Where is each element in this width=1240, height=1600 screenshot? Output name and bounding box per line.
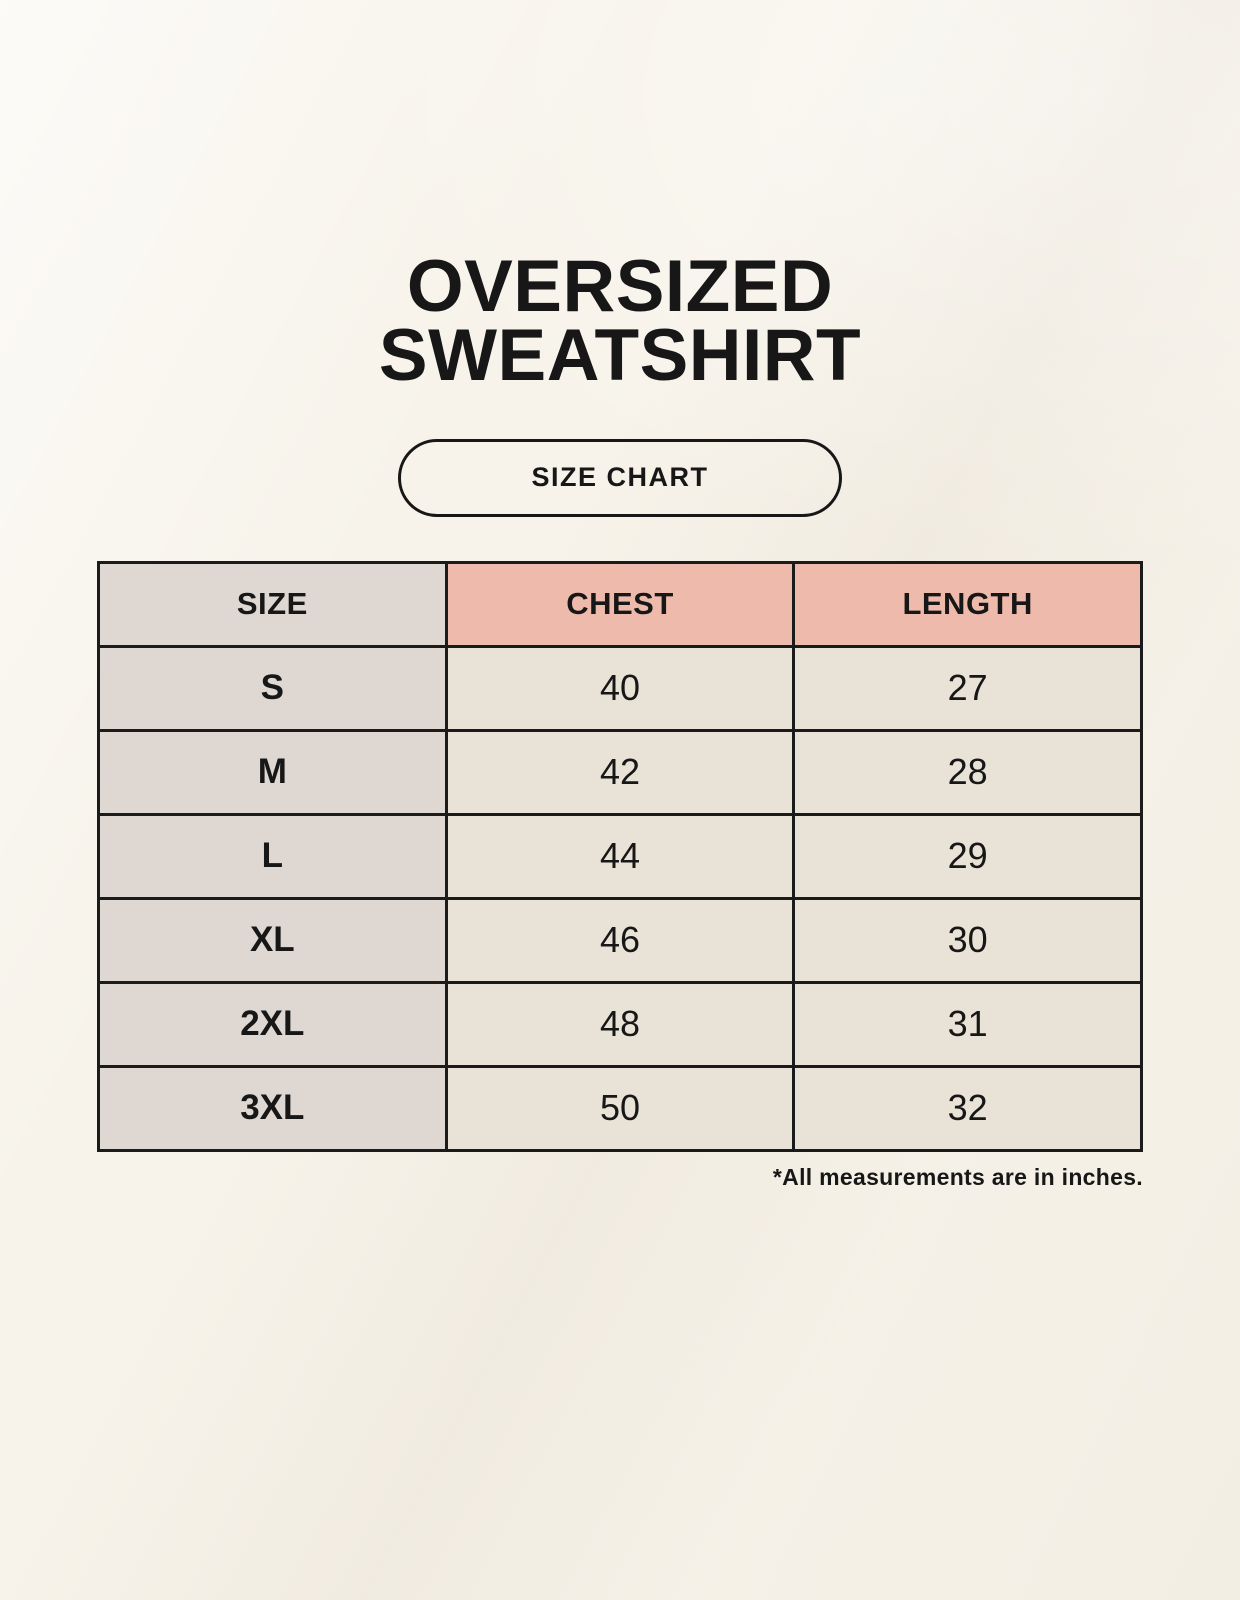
size-chart-badge[interactable]: SIZE CHART (398, 438, 842, 517)
table-row: M 42 28 (97, 728, 1143, 816)
table-row: XL 46 30 (97, 896, 1143, 984)
table-row: 2XL 48 31 (97, 980, 1143, 1068)
chest-cell: 44 (444, 812, 796, 900)
length-cell: 27 (792, 644, 1143, 732)
size-cell: XL (97, 896, 448, 984)
size-chart-badge-label: SIZE CHART (531, 462, 709, 493)
page-title: OVERSIZED SWEATSHIRT (0, 246, 1240, 397)
size-table-body: S 40 27 M 42 28 L 44 29 XL 46 30 2XL 48 31 3XL 50 32 (97, 644, 1143, 1152)
size-table-container: SIZE CHEST LENGTH S 40 27 M 42 28 L 44 29 XL 46 30 2… (97, 560, 1143, 1152)
length-cell: 29 (792, 812, 1143, 900)
chest-cell: 40 (444, 644, 796, 732)
length-cell: 32 (792, 1064, 1143, 1152)
table-row: L 44 29 (97, 812, 1143, 900)
length-cell: 31 (792, 980, 1143, 1068)
measurements-note: *All measurements are in inches. (772, 1163, 1143, 1190)
chest-cell: 48 (444, 980, 796, 1068)
length-cell: 30 (792, 896, 1143, 984)
header-cell-length: LENGTH (792, 560, 1143, 648)
chest-cell: 50 (444, 1064, 796, 1152)
table-row: 3XL 50 32 (97, 1064, 1143, 1152)
size-table: SIZE CHEST LENGTH S 40 27 M 42 28 L 44 29 XL 46 30 2… (97, 560, 1143, 1152)
title-line-1: OVERSIZED (406, 246, 834, 327)
size-cell: L (97, 812, 448, 900)
table-header-row: SIZE CHEST LENGTH (97, 560, 1143, 648)
header-cell-size: SIZE (97, 560, 448, 648)
size-cell: 2XL (97, 980, 448, 1068)
header-cell-chest: CHEST (444, 560, 796, 648)
title-line-2: SWEATSHIRT (378, 315, 862, 397)
size-cell: S (97, 644, 448, 732)
length-cell: 28 (792, 728, 1143, 816)
size-cell: M (97, 728, 448, 816)
chest-cell: 42 (444, 728, 796, 816)
chest-cell: 46 (444, 896, 796, 984)
table-row: S 40 27 (97, 644, 1143, 732)
size-cell: 3XL (97, 1064, 448, 1152)
